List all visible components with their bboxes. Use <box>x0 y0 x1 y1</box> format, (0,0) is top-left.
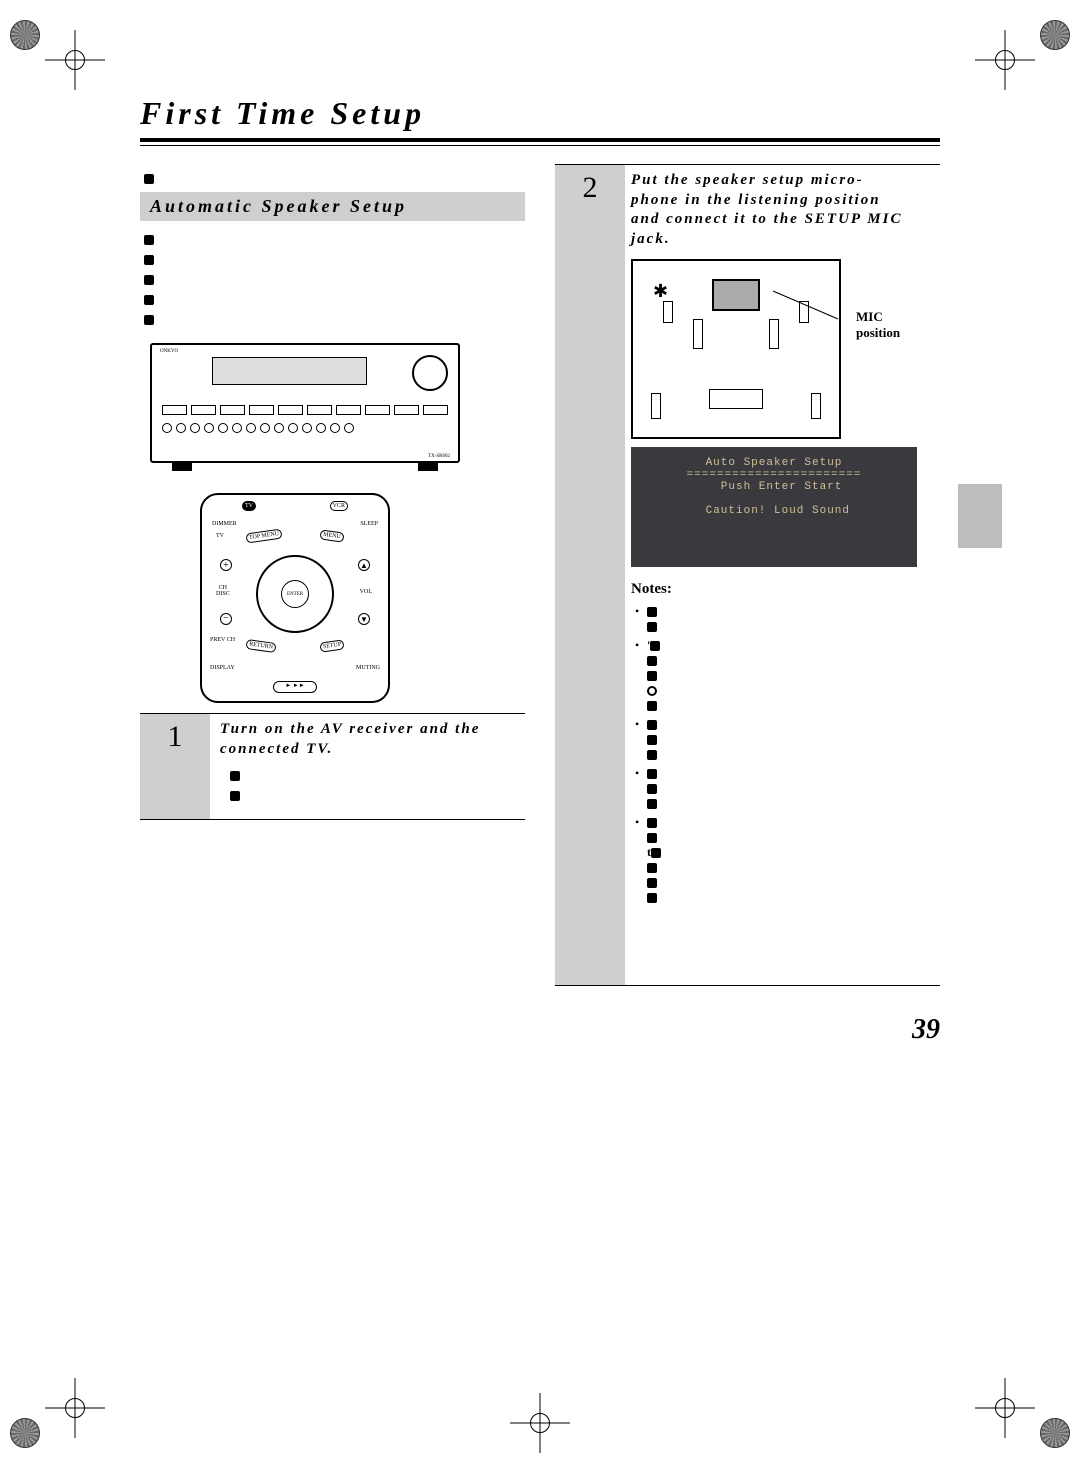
up-icon: ▲ <box>358 559 370 571</box>
mic-leader-line <box>633 261 843 441</box>
step-1-text: Turn on the AV receiver and the connecte… <box>220 720 517 759</box>
crop-cross <box>45 30 105 90</box>
remote-ch-label: CHDISC <box>216 585 230 597</box>
remote-play: ► ►► <box>273 681 317 693</box>
remote-display: DISPLAY <box>210 665 235 671</box>
step-number: 1 <box>140 714 210 819</box>
remote-tv: TV <box>242 501 256 511</box>
room-diagram: ✱ <box>631 259 841 439</box>
reg-mark <box>1040 20 1070 50</box>
receiver-illustration: ONKYO TX-SR602 <box>150 343 460 463</box>
notes-list: ' <box>631 604 936 905</box>
remote-topmenu: TOP MENU <box>245 529 282 544</box>
plus-icon: + <box>220 559 232 571</box>
page-content: First Time Setup Automatic Speaker Setup… <box>140 95 940 986</box>
crop-cross <box>975 1378 1035 1438</box>
crop-cross <box>45 1378 105 1438</box>
remote-return: RETURN <box>245 639 276 653</box>
section-subhead: Automatic Speaker Setup <box>140 192 525 221</box>
remote-enter: ENTER <box>281 580 309 608</box>
remote-dimmer: DIMMER <box>212 521 237 527</box>
reg-mark <box>10 1418 40 1448</box>
model-label: TX-SR602 <box>428 454 450 459</box>
remote-vcr: VCR <box>330 501 348 511</box>
remote-sleep: SLEEP <box>360 521 378 527</box>
remote-muting: MUTING <box>356 665 380 671</box>
crop-cross <box>510 1393 570 1453</box>
side-tab <box>958 484 1002 548</box>
crop-cross <box>975 30 1035 90</box>
right-column: 2 Put the speaker setup micro- phone in … <box>555 164 940 986</box>
intro-line <box>140 170 525 184</box>
intro-bullets <box>140 231 525 325</box>
step-1: 1 Turn on the AV receiver and the connec… <box>140 713 525 820</box>
remote-setup: SETUP <box>319 639 344 652</box>
reg-mark <box>1040 1418 1070 1448</box>
remote-tv2: TV <box>216 533 224 539</box>
step-1-sub <box>226 767 517 801</box>
minus-icon: − <box>220 613 232 625</box>
remote-vol: VOL <box>360 589 372 595</box>
mic-position-label: MICposition <box>856 309 900 340</box>
brand-label: ONKYO <box>160 349 178 354</box>
reg-mark <box>10 20 40 50</box>
remote-menu: MENU <box>320 529 345 542</box>
osd-screen: Auto Speaker Setup =====================… <box>631 447 917 567</box>
step-2-text: Put the speaker setup micro- phone in th… <box>631 171 936 249</box>
remote-prevch: PREV CH <box>210 637 235 643</box>
page-number: 39 <box>912 1014 940 1046</box>
remote-illustration: TV VCR DIMMER SLEEP TV TOP MENU MENU ENT… <box>200 493 390 703</box>
left-column: Automatic Speaker Setup ONKYO TX-SR602 <box>140 164 525 986</box>
step-number: 2 <box>555 165 625 985</box>
notes-header: Notes: <box>631 581 936 598</box>
step-2: 2 Put the speaker setup micro- phone in … <box>555 164 940 985</box>
down-icon: ▼ <box>358 613 370 625</box>
title-rule <box>140 138 940 146</box>
page-title: First Time Setup <box>140 95 940 132</box>
